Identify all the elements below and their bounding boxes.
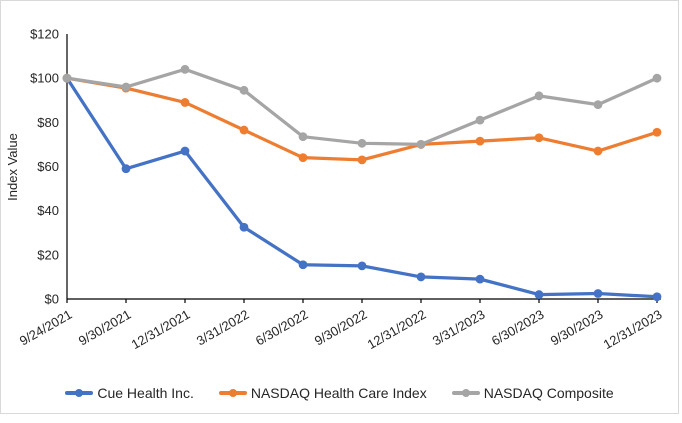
data-point-marker (121, 82, 131, 92)
data-point-marker (239, 85, 249, 95)
chart-legend: Cue Health Inc. NASDAQ Health Care Index… (1, 385, 678, 401)
legend-line-dot-marker (218, 389, 247, 397)
data-point-marker (652, 73, 662, 83)
data-point-marker (475, 115, 485, 125)
data-point-marker (475, 274, 485, 284)
x-axis-tick-label: 12/31/2021 (129, 307, 193, 353)
y-axis-title: Index Value (5, 133, 20, 201)
x-axis-tick-label: 12/31/2022 (365, 307, 429, 353)
x-axis-tick-label: 3/31/2023 (430, 307, 488, 349)
legend-line-dot-marker (451, 389, 480, 397)
y-axis-tick-label: $0 (45, 292, 59, 307)
data-point-marker (534, 133, 544, 143)
data-point-marker (121, 164, 131, 174)
data-point-marker (593, 146, 603, 156)
data-point-marker (416, 140, 426, 149)
data-point-marker (357, 138, 367, 148)
legend-item-nasdaq-composite: NASDAQ Composite (451, 385, 614, 401)
x-axis-tick-label: 3/31/2022 (194, 307, 252, 349)
data-point-marker (475, 136, 485, 146)
legend-label-nasdaq-health-care: NASDAQ Health Care Index (250, 385, 427, 401)
data-point-marker (180, 64, 190, 74)
x-axis-tick-label: 6/30/2022 (253, 307, 311, 349)
y-axis-tick-label: $120 (30, 27, 59, 42)
x-axis-tick-label: 9/30/2022 (312, 307, 370, 349)
data-point-marker (62, 73, 72, 83)
x-axis-tick-label: 9/24/2021 (17, 307, 75, 349)
data-point-marker (534, 290, 544, 299)
data-point-marker (357, 261, 367, 271)
data-point-marker (357, 155, 367, 165)
data-point-marker (534, 91, 544, 101)
data-point-marker (298, 132, 308, 142)
data-point-marker (593, 289, 603, 298)
legend-item-nasdaq-health-care: NASDAQ Health Care Index (218, 385, 427, 401)
x-axis-tick-label: 9/30/2023 (548, 307, 606, 349)
data-point-marker (180, 146, 190, 156)
legend-line-dot-marker (65, 389, 94, 397)
legend-dot-icon (228, 389, 237, 397)
y-axis-tick-label: $20 (37, 247, 59, 262)
legend-dot-icon (461, 389, 470, 397)
data-point-marker (239, 222, 249, 232)
data-point-marker (298, 260, 308, 270)
data-point-marker (652, 292, 662, 302)
legend-item-cue-health: Cue Health Inc. (65, 385, 194, 401)
data-point-marker (416, 272, 426, 282)
y-axis-tick-label: $80 (37, 115, 59, 130)
series-line (65, 67, 659, 147)
legend-label-nasdaq-composite: NASDAQ Composite (483, 385, 614, 401)
legend-dot-icon (75, 389, 84, 397)
x-axis-tick-label: 12/31/2023 (601, 307, 665, 353)
data-point-marker (652, 127, 662, 137)
data-point-marker (239, 125, 249, 135)
data-point-marker (298, 153, 308, 163)
data-point-marker (593, 100, 603, 110)
y-axis-tick-label: $60 (37, 159, 59, 174)
legend-label-cue-health: Cue Health Inc. (97, 385, 194, 401)
y-axis-tick-label: $40 (37, 203, 59, 218)
x-axis-tick-label: 9/30/2021 (76, 307, 134, 349)
x-axis-tick-label: 6/30/2023 (489, 307, 547, 349)
chart-frame: $0 $20 $40 $60 $80 $100 $120 9/24/2021 9/30/2021… (0, 0, 679, 414)
y-axis-tick-label: $100 (30, 71, 59, 86)
data-point-marker (180, 98, 190, 107)
